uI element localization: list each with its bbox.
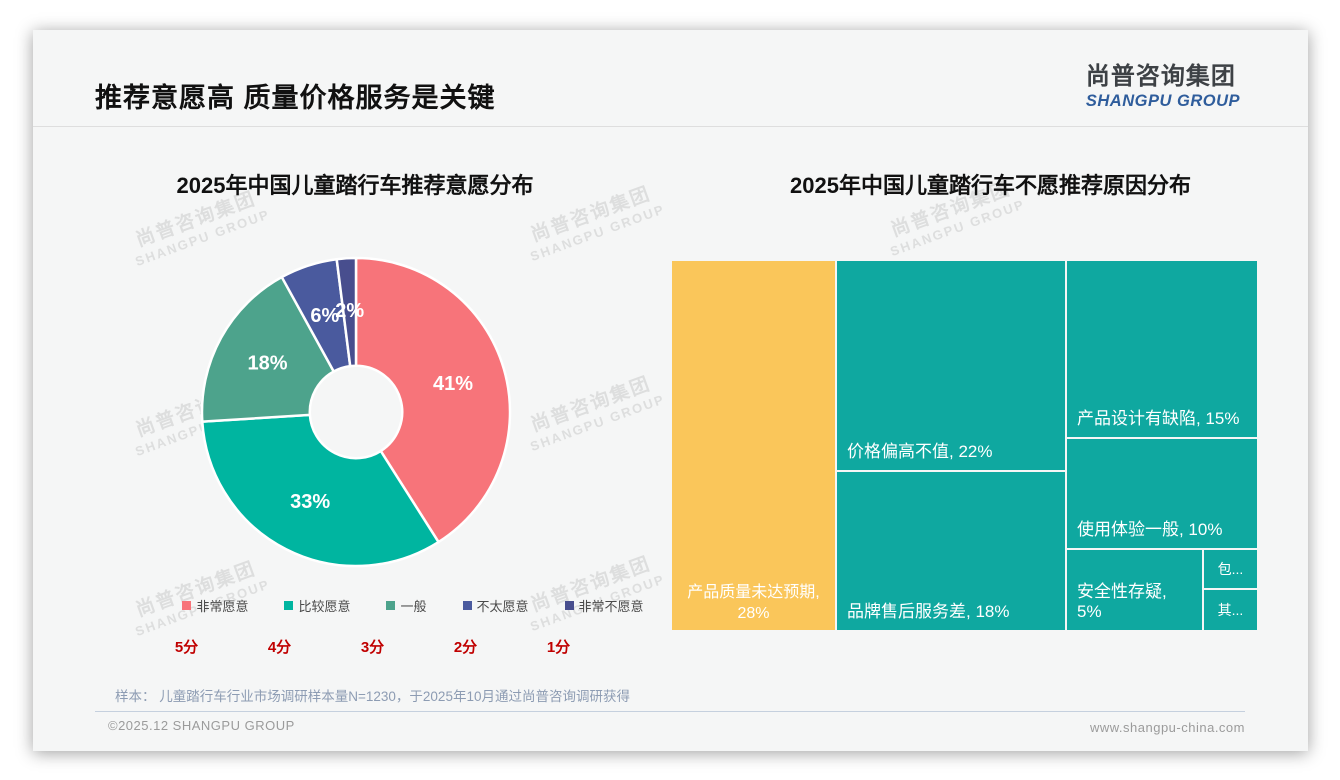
donut-slice bbox=[201, 413, 440, 568]
score-row: 5分 4分 3分 2分 1分 bbox=[140, 636, 605, 657]
treemap-chart-title: 2025年中国儿童踏行车不愿推荐原因分布 bbox=[790, 173, 1191, 198]
legend-swatch bbox=[564, 601, 574, 610]
donut-slice-label: 18% bbox=[247, 352, 287, 374]
score-label: 5分 bbox=[174, 639, 199, 656]
treemap-cell: 产品设计有缺陷, 15% bbox=[1066, 261, 1257, 437]
donut-slice-label: 41% bbox=[433, 373, 473, 395]
legend-swatch bbox=[386, 601, 396, 610]
donut-slice-label: 6% bbox=[310, 305, 339, 327]
page-title: 推荐意愿高 质量价格服务是关键 bbox=[95, 83, 496, 113]
treemap-cell-label: 使用体验一般, 10% bbox=[1076, 520, 1223, 539]
score-label: 1分 bbox=[546, 639, 571, 656]
score-label: 2分 bbox=[453, 639, 478, 656]
footer-divider bbox=[95, 711, 1245, 712]
header-divider bbox=[33, 126, 1308, 127]
treemap-cell: 价格偏高不值, 22% bbox=[837, 261, 1065, 470]
legend-item: 比较愿意 bbox=[284, 596, 350, 615]
copyright-text: ©2025.12 SHANGPU GROUP bbox=[108, 718, 295, 733]
treemap-cell: 包... bbox=[1203, 550, 1257, 588]
donut-chart-title: 2025年中国儿童踏行车推荐意愿分布 bbox=[176, 173, 534, 198]
donut-slice bbox=[335, 256, 358, 368]
legend-swatch bbox=[462, 601, 472, 610]
treemap-cell: 安全性存疑, 5% bbox=[1066, 550, 1202, 630]
legend-item: 不太愿意 bbox=[462, 596, 529, 615]
company-logo: 尚普咨询集团 SHANGPU GROUP bbox=[1086, 56, 1240, 111]
legend-label: 一般 bbox=[400, 599, 427, 614]
legend-swatch bbox=[182, 601, 192, 610]
legend-item: 一般 bbox=[386, 596, 427, 615]
treemap-cell-label: 安全性存疑, 5% bbox=[1076, 581, 1167, 621]
legend-label: 不太愿意 bbox=[476, 599, 529, 614]
treemap-cell-label: 产品质量未达预期, 28% bbox=[687, 583, 820, 623]
treemap-cell: 使用体验一般, 10% bbox=[1066, 439, 1257, 548]
donut-slice-label: 33% bbox=[290, 491, 330, 513]
treemap-cell: 品牌售后服务差, 18% bbox=[837, 471, 1065, 630]
score-label: 4分 bbox=[267, 639, 292, 656]
treemap-cell: 产品质量未达预期, 28% bbox=[672, 261, 835, 630]
slide: 尚普咨询集团 SHANGPU GROUP 尚普咨询集团 SHANGPU GROUP 尚普… bbox=[33, 30, 1308, 751]
legend-item: 非常不愿意 bbox=[564, 596, 644, 615]
legend-swatch bbox=[284, 601, 294, 610]
logo-en-text: SHANGPU GROUP bbox=[1085, 92, 1240, 110]
treemap-chart: 产品质量未达预期, 28% 价格偏高不值, 22% 品牌售后服务差, 18% 产品设计有… bbox=[672, 261, 1257, 630]
legend-label: 非常愿意 bbox=[196, 599, 249, 614]
score-label: 3分 bbox=[360, 639, 385, 656]
treemap-cell-label: 其... bbox=[1217, 601, 1244, 618]
logo-cn-text: 尚普咨询集团 bbox=[1085, 63, 1236, 90]
legend-label: 比较愿意 bbox=[298, 599, 351, 614]
treemap-cell: 其... bbox=[1203, 590, 1257, 630]
sample-footnote: 样本： 儿童踏行车行业市场调研样本量N=1230，于2025年10月通过尚普咨询… bbox=[115, 689, 630, 704]
donut-svg: 41% 33% 18% 6%2% bbox=[200, 256, 512, 568]
donut-legend: 非常愿意 比较愿意 一般 不太愿意 非常不愿意 bbox=[133, 596, 693, 615]
treemap-cell-label: 品牌售后服务差, 18% bbox=[847, 601, 1010, 621]
donut-slice-label: 2% bbox=[335, 300, 364, 322]
treemap-cell-label: 产品设计有缺陷, 15% bbox=[1076, 409, 1240, 428]
legend-item: 非常愿意 bbox=[182, 596, 248, 615]
treemap-cell-label: 价格偏高不值, 22% bbox=[847, 442, 993, 461]
legend-label: 非常不愿意 bbox=[578, 599, 644, 614]
treemap-cell-label: 包... bbox=[1217, 561, 1244, 577]
website-text: www.shangpu-china.com bbox=[1089, 720, 1245, 735]
donut-chart: 41% 33% 18% 6% 2% bbox=[191, 247, 521, 577]
